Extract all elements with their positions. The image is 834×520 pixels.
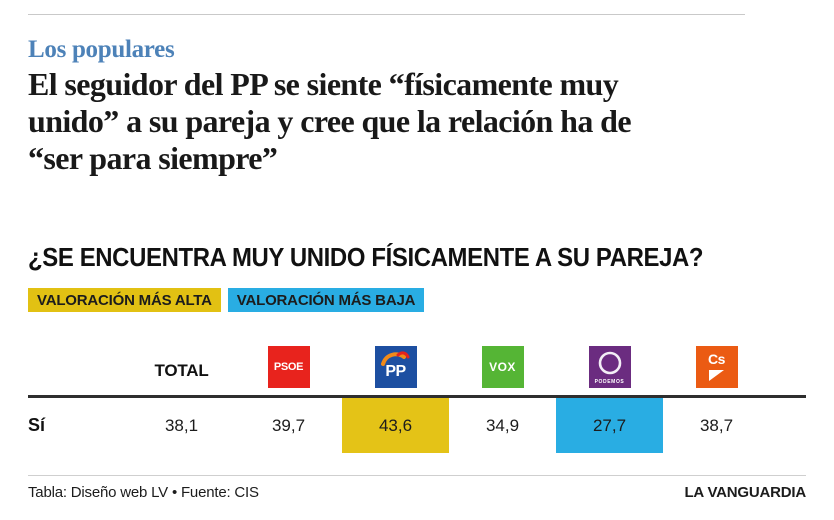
publisher-brand: LA VANGUARDIA	[684, 484, 806, 501]
table-row-si: Sí 38,1 39,7 43,6 34,9 27,7 38,7	[28, 398, 806, 453]
headline: El seguidor del PP se siente “físicament…	[28, 66, 806, 177]
legend-highest-chip: VALORACIÓN MÁS ALTA	[28, 288, 221, 312]
podemos-logo-label: PODEMOS	[594, 379, 625, 385]
cs-logo: Cs	[695, 346, 738, 388]
row-label: Sí	[28, 415, 46, 435]
data-table: TOTAL PSOE PP VOX	[28, 338, 806, 453]
header-cs-cell: Cs	[663, 346, 770, 388]
pp-logo: PP	[374, 346, 417, 388]
chart-title: ¿SE ENCUENTRA MUY UNIDO FÍSICAMENTE A SU…	[28, 242, 704, 272]
header-total-cell: TOTAL	[128, 361, 235, 388]
header-podemos-cell: PODEMOS	[556, 346, 663, 388]
psoe-logo: PSOE	[267, 346, 310, 388]
legend-lowest-chip: VALORACIÓN MÁS BAJA	[227, 288, 425, 312]
pp-gull-icon	[380, 351, 409, 366]
podemos-ring-icon	[598, 351, 621, 375]
value-total: 38,1	[164, 415, 199, 435]
headline-line-3: “ser para siempre”	[28, 140, 278, 176]
kicker: Los populares	[28, 36, 175, 63]
header-vox-cell: VOX	[449, 346, 556, 388]
value-podemos-highlight-low: 27,7	[556, 398, 663, 453]
headline-line-1: El seguidor del PP se siente “físicament…	[28, 66, 619, 102]
headline-line-2: unido” a su pareja y cree que la relació…	[28, 103, 632, 139]
cs-triangle-icon	[708, 370, 724, 381]
top-divider	[28, 14, 745, 15]
header-psoe-cell: PSOE	[235, 346, 342, 388]
value-psoe: 39,7	[271, 415, 306, 435]
vox-logo-label: VOX	[489, 360, 516, 374]
legend: VALORACIÓN MÁS ALTA VALORACIÓN MÁS BAJA	[28, 288, 425, 312]
table-header-row: TOTAL PSOE PP VOX	[28, 338, 806, 398]
pp-logo-label: PP	[385, 363, 406, 380]
vox-logo: VOX	[481, 346, 524, 388]
psoe-logo-label: PSOE	[273, 361, 304, 373]
value-pp-highlight-high: 43,6	[342, 398, 449, 453]
header-pp-cell: PP	[342, 346, 449, 388]
cs-logo-label: Cs	[708, 351, 725, 367]
value-vox: 34,9	[485, 415, 520, 435]
podemos-logo: PODEMOS	[588, 346, 631, 388]
footer-divider	[28, 475, 806, 476]
source-credit: Tabla: Diseño web LV • Fuente: CIS	[28, 484, 259, 501]
value-cs: 38,7	[699, 415, 734, 435]
total-column-label: TOTAL	[154, 361, 209, 380]
